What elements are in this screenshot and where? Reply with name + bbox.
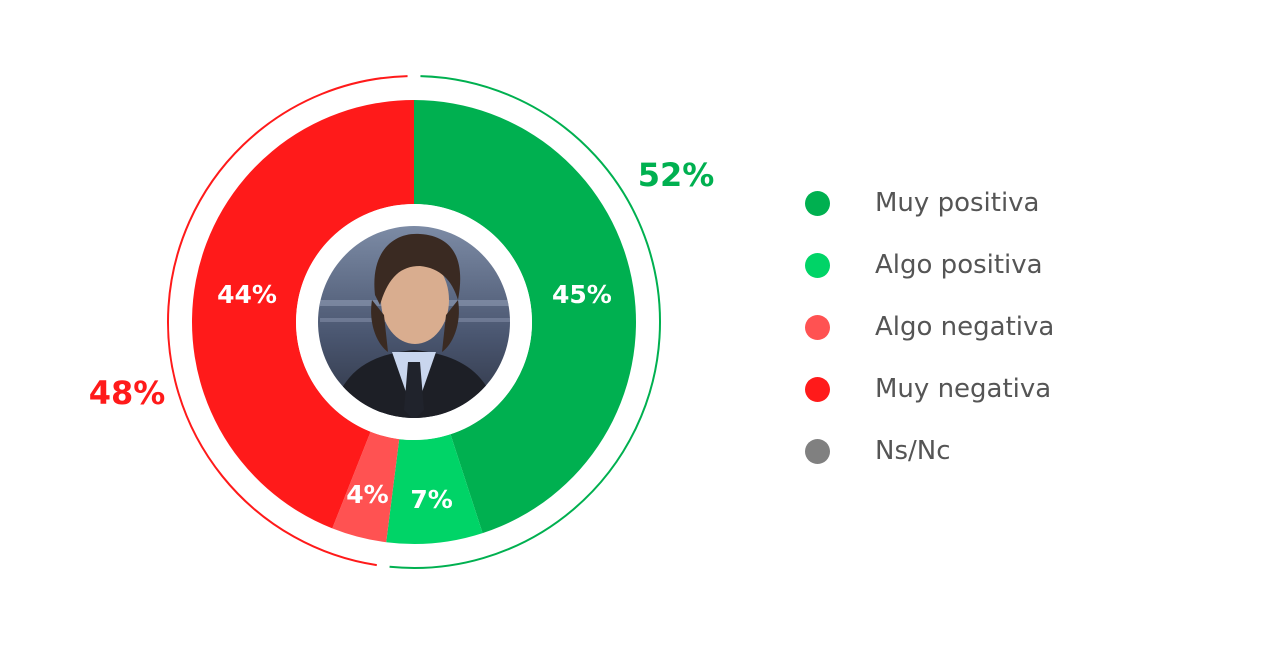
legend-label: Ns/Nc — [875, 436, 951, 466]
legend-item-ns-nc: Ns/Nc — [805, 420, 1054, 482]
slice-label-muy-negativa: 44% — [217, 280, 277, 309]
donut-slices — [191, 100, 636, 544]
legend-item-muy-positiva: Muy positiva — [805, 172, 1054, 234]
slice-label-algo-positiva: 7% — [410, 485, 452, 514]
group-arcs — [167, 75, 661, 569]
slice-label-muy-positiva: 45% — [552, 280, 612, 309]
legend-item-algo-negativa: Algo negativa — [805, 296, 1054, 358]
legend-swatch — [805, 252, 830, 278]
legend-swatch — [805, 376, 830, 402]
slice-labels: 45% 7% 4% 44% — [217, 280, 612, 514]
group-arc-positive — [389, 75, 661, 569]
slice-algo-positiva — [386, 434, 483, 544]
legend-label: Muy negativa — [875, 374, 1052, 404]
slice-muy-positiva — [414, 100, 636, 534]
legend-label: Algo positiva — [875, 250, 1043, 280]
group-total-positive: 52% — [638, 156, 715, 194]
legend-label: Muy positiva — [875, 188, 1040, 218]
slice-muy-negativa — [191, 100, 414, 529]
slice-label-algo-negativa: 4% — [346, 480, 388, 509]
legend-item-muy-negativa: Muy negativa — [805, 358, 1054, 420]
group-arc-negative — [167, 75, 408, 567]
group-total-negative: 48% — [89, 374, 166, 412]
legend-swatch — [805, 190, 830, 216]
legend-item-algo-positiva: Algo positiva — [805, 234, 1054, 296]
slice-algo-negativa — [332, 431, 400, 543]
group-total-labels: 52% 48% — [89, 156, 715, 412]
legend-label: Algo negativa — [875, 312, 1055, 342]
legend: Muy positiva Algo positiva Algo negativa Mu… — [805, 172, 1054, 482]
legend-swatch — [805, 438, 830, 464]
legend-swatch — [805, 314, 830, 340]
center-portrait — [296, 204, 532, 440]
